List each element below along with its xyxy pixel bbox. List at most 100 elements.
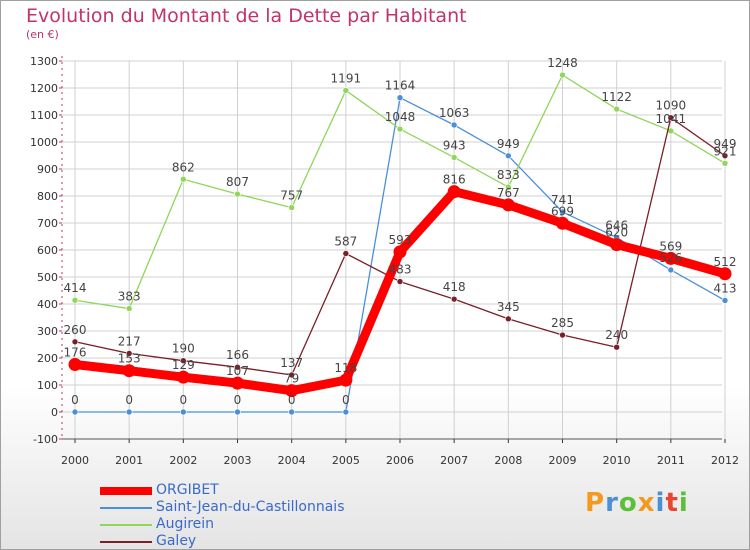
data-point: [505, 152, 512, 160]
y-tick-labels: -100 0 100 200 300 400 500 600 700 800 900 1000 1100…: [30, 55, 58, 446]
data-point: [342, 250, 350, 257]
data-point: [234, 363, 241, 371]
x-tick-label: 2005: [332, 454, 360, 467]
data-point: [447, 185, 461, 199]
x-tick-label: 2012: [711, 454, 739, 467]
data-label: 129: [172, 358, 195, 372]
data-point: [559, 208, 566, 216]
data-label: 593: [389, 233, 412, 247]
data-label: 587: [334, 235, 357, 249]
y-tick-label: 0: [51, 406, 58, 419]
data-label: 383: [118, 290, 141, 304]
data-point: [234, 408, 241, 416]
legend-label: ORGIBET: [156, 482, 219, 498]
data-label: 816: [443, 173, 466, 187]
x-tick-label: 2003: [224, 454, 252, 467]
data-point: [342, 87, 350, 94]
y-tick-label: 900: [37, 163, 58, 176]
data-label: 807: [226, 175, 249, 189]
data-label: 0: [342, 393, 350, 407]
data-label: 1090: [656, 99, 687, 113]
data-label: 418: [443, 280, 466, 294]
data-label: 413: [714, 281, 737, 295]
data-label: 285: [551, 316, 574, 330]
data-point: [396, 125, 404, 133]
data-label: 217: [118, 334, 141, 348]
data-point: [342, 408, 350, 416]
data-label: 767: [497, 186, 520, 200]
chart-subtitle: (en €): [26, 28, 59, 41]
data-label: 1191: [331, 71, 362, 85]
data-label: 0: [234, 393, 242, 407]
data-label: 646: [605, 219, 628, 233]
x-tick-label: 2007: [440, 454, 468, 467]
x-tick-label: 2006: [386, 454, 414, 467]
y-tick-label: 1200: [30, 82, 58, 95]
legend-swatch: [100, 541, 152, 543]
data-point: [559, 331, 566, 339]
data-label: 1048: [385, 110, 416, 124]
data-label: 1164: [385, 79, 416, 93]
axes: [59, 56, 726, 443]
data-point: [288, 371, 295, 379]
y-tick-label: 200: [37, 352, 58, 365]
data-label: 260: [64, 323, 87, 337]
data-label: 949: [714, 137, 737, 151]
y-tick-label: -100: [33, 433, 58, 446]
x-tick-label: 2004: [278, 454, 306, 467]
data-label: 118: [334, 361, 357, 375]
data-label: 176: [64, 345, 87, 359]
data-label: 757: [280, 189, 303, 203]
data-point: [664, 251, 678, 265]
data-labels: 176 153 129 107 79 118 593 816 767 699 620 569 512 0 0…: [64, 56, 737, 407]
data-point: [288, 204, 295, 211]
data-point: [556, 216, 569, 230]
data-label: 699: [551, 204, 574, 218]
y-tick-label: 300: [37, 325, 58, 338]
data-label: 512: [714, 255, 737, 269]
data-label: 240: [605, 328, 628, 342]
data-point: [613, 343, 620, 351]
data-point: [180, 357, 187, 365]
data-point: [285, 384, 299, 398]
y-tick-label: 1000: [30, 136, 58, 149]
data-point: [339, 373, 353, 387]
data-point: [721, 160, 729, 167]
x-tick-labels: 2000 2001 2002 2003 2004 2005 2006 2007 2008 2009…: [61, 454, 739, 467]
data-label: 741: [551, 193, 574, 207]
data-label: 0: [180, 393, 188, 407]
data-point: [68, 357, 82, 371]
y-tick-label: 400: [37, 298, 58, 311]
data-label: 569: [659, 239, 682, 253]
x-tick-label: 2001: [115, 454, 143, 467]
x-tick-label: 2009: [549, 454, 577, 467]
data-point: [393, 245, 407, 259]
data-label: 620: [605, 226, 628, 240]
y-tick-label: 500: [37, 271, 58, 284]
data-label: 0: [288, 393, 296, 407]
data-point: [610, 238, 624, 252]
x-tick-label: 2002: [169, 454, 197, 467]
series-lines: [68, 71, 732, 416]
data-label: 107: [226, 364, 249, 378]
x-tick-label: 2011: [657, 454, 685, 467]
data-point: [450, 121, 458, 129]
data-label: 79: [284, 372, 299, 386]
data-point: [180, 175, 187, 183]
data-point: [125, 350, 133, 357]
data-point: [450, 154, 458, 161]
data-point: [718, 267, 732, 281]
data-label: 1122: [601, 90, 632, 104]
data-point: [667, 266, 675, 274]
data-point: [125, 305, 133, 312]
data-label: 921: [714, 144, 737, 158]
data-point: [450, 295, 458, 303]
data-label: 943: [443, 138, 466, 152]
legend-swatch: [100, 507, 152, 509]
data-label: 526: [659, 251, 682, 265]
proxiti-logo: Proxiti: [585, 488, 689, 518]
data-point: [396, 94, 404, 102]
data-point: [180, 408, 187, 416]
